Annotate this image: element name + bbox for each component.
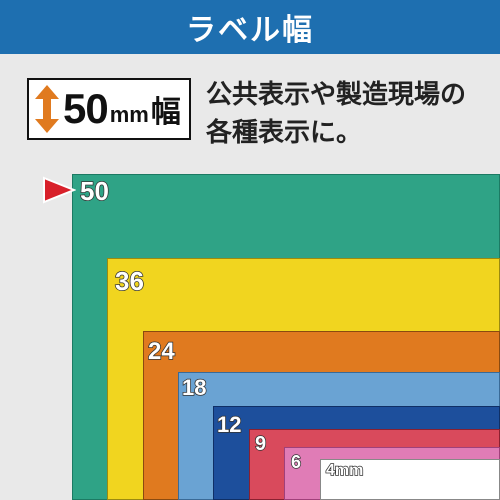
badge-kanji: 幅: [150, 95, 181, 130]
band-label-36: 36: [114, 265, 144, 297]
badge-number: 50: [63, 85, 109, 132]
band-label-6: 6: [290, 451, 302, 473]
band-label-4mm: 4mm: [325, 461, 364, 480]
header-bar: ラベル幅: [0, 0, 500, 54]
description: 公共表示や製造現場の 各種表示に。: [206, 76, 496, 152]
description-line-2: 各種表示に。: [206, 118, 363, 148]
band-label-12: 12: [216, 411, 242, 438]
description-line-1: 公共表示や製造現場の: [206, 80, 467, 110]
page-title: ラベル幅: [186, 13, 314, 48]
band-label-24: 24: [147, 337, 175, 366]
band-label-50: 50: [79, 175, 109, 207]
band-label-9: 9: [254, 432, 267, 456]
band-4mm: [320, 459, 500, 500]
badge-unit: mm: [109, 102, 149, 127]
double-arrow-icon: [35, 85, 59, 133]
pointer-triangle-icon: [43, 176, 76, 204]
band-label-18: 18: [181, 374, 207, 401]
width-badge: 50 mm 幅: [27, 78, 191, 140]
